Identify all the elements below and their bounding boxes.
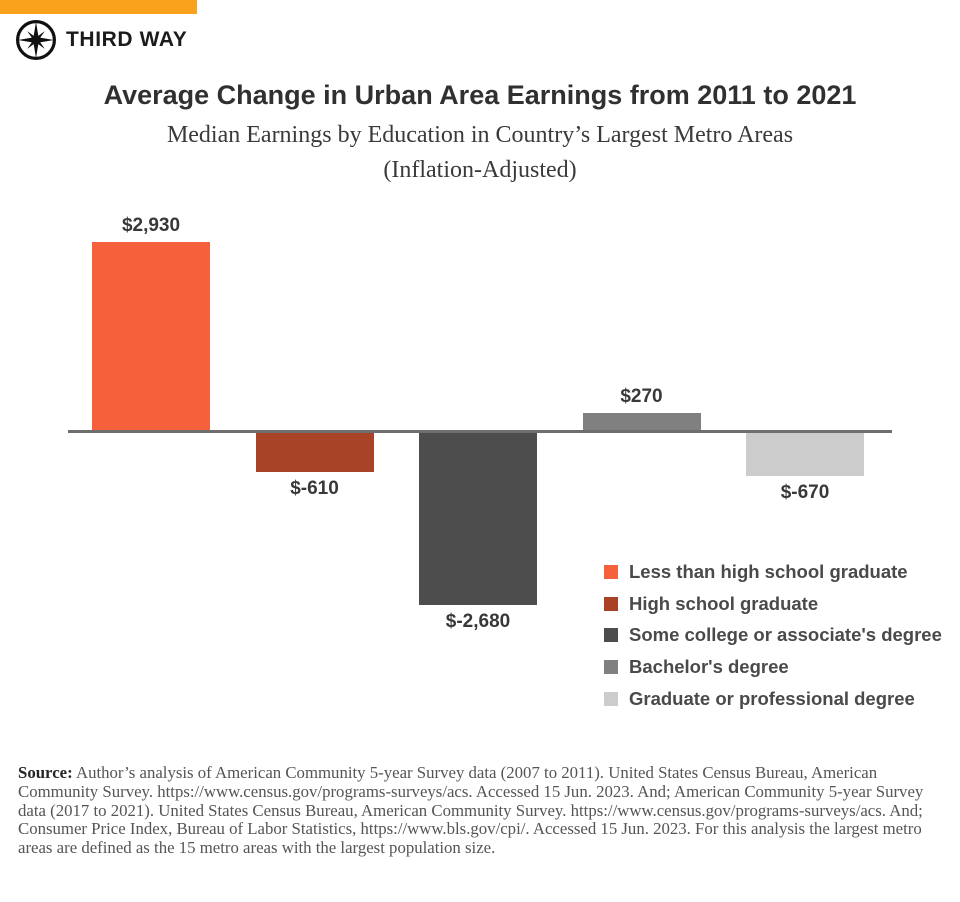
source-note: Source: Author’s analysis of American Co… bbox=[18, 763, 943, 858]
legend-label: Bachelor's degree bbox=[629, 656, 789, 678]
chart-subtitle-line-2: (Inflation-Adjusted) bbox=[383, 157, 577, 183]
compass-star-icon bbox=[16, 20, 56, 60]
bar-value-label-bachelor-s-degree: $270 bbox=[620, 385, 663, 407]
brand-name: THIRD WAY bbox=[66, 28, 188, 51]
legend-item-less-than-high-school-graduate: Less than high school graduate bbox=[604, 561, 908, 582]
legend-label: Some college or associate's degree bbox=[629, 624, 942, 646]
legend-label: Less than high school graduate bbox=[629, 561, 908, 582]
legend-swatch-icon bbox=[604, 565, 618, 579]
source-text: Author’s analysis of American Community … bbox=[18, 763, 924, 858]
chart-title: Average Change in Urban Area Earnings fr… bbox=[103, 80, 857, 110]
bar-graduate-or-professional-degree bbox=[746, 433, 864, 476]
bar-value-label-less-than-high-school-graduate: $2,930 bbox=[121, 215, 181, 237]
bar-value-label-graduate-or-professional-degree: $-670 bbox=[780, 481, 830, 503]
bar-value-label-high-school-graduate: $-610 bbox=[290, 478, 339, 500]
bar-high-school-graduate bbox=[255, 433, 374, 473]
legend-item-bachelor-s-degree: Bachelor's degree bbox=[604, 656, 789, 678]
legend-label: Graduate or professional degree bbox=[629, 687, 915, 709]
zero-axis-line bbox=[68, 430, 892, 433]
brand-banner bbox=[0, 0, 197, 14]
legend-label: High school graduate bbox=[629, 592, 819, 614]
legend-swatch-icon bbox=[604, 660, 618, 675]
brand-header: THIRD WAY bbox=[14, 18, 187, 62]
bar-some-college-or-associate-s-degree bbox=[419, 433, 537, 605]
bar-bachelor-s-degree bbox=[582, 412, 701, 430]
legend-item-some-college-or-associate-s-degree: Some college or associate's degree bbox=[604, 624, 942, 646]
legend-swatch-icon bbox=[604, 628, 618, 643]
legend-swatch-icon bbox=[604, 691, 618, 706]
legend-item-graduate-or-professional-degree: Graduate or professional degree bbox=[604, 687, 915, 709]
chart-subtitle: Median Earnings by Education in Country’… bbox=[0, 118, 960, 188]
bar-value-label-some-college-or-associate-s-degree: $-2,680 bbox=[445, 610, 511, 632]
chart-subtitle-line-1: Median Earnings by Education in Country’… bbox=[166, 122, 794, 148]
legend-item-high-school-graduate: High school graduate bbox=[604, 592, 819, 614]
legend-swatch-icon bbox=[604, 596, 618, 611]
source-label: Source: bbox=[18, 763, 73, 782]
bar-less-than-high-school-graduate bbox=[92, 242, 210, 430]
